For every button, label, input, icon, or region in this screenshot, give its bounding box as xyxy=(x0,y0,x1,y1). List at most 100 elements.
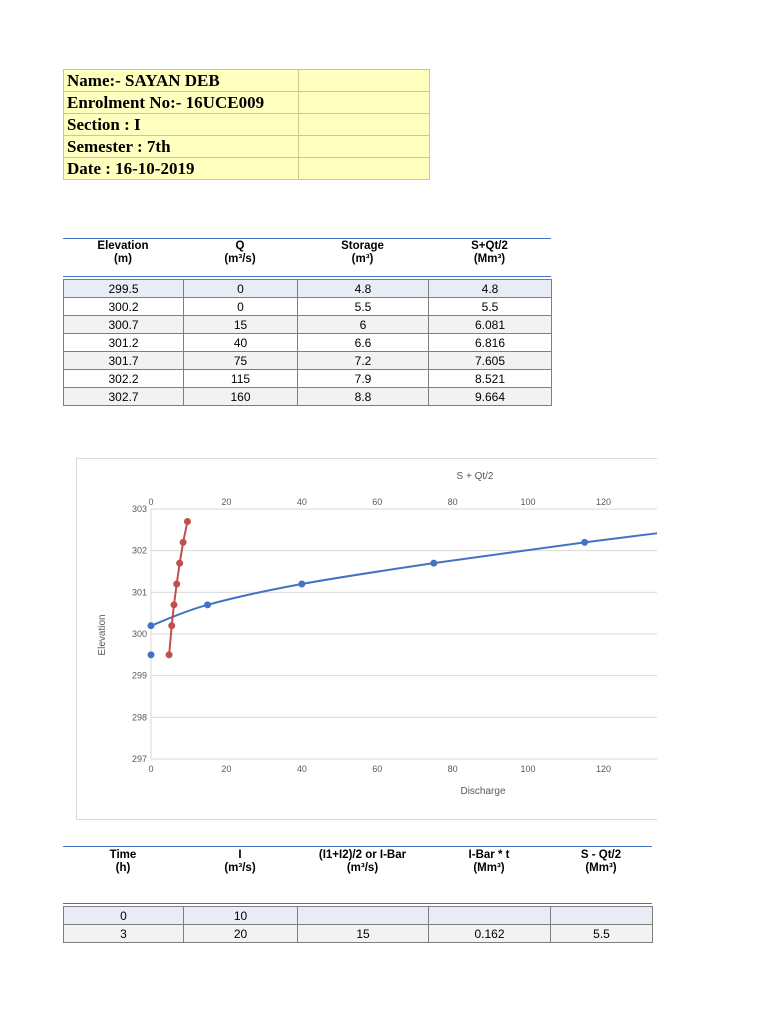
data-point xyxy=(430,559,438,567)
chart-title: S + Qt/2 xyxy=(457,471,494,482)
table1-body: 299.5 0 4.8 4.8 300.2 0 5.5 5.5 300.7 15… xyxy=(63,279,552,406)
table-row: 300.7 15 6 6.081 xyxy=(63,315,552,334)
table1-header-s-qt2: S+Qt/2 (Mm³) xyxy=(428,240,551,266)
table-row: 3 20 15 0.162 5.5 xyxy=(63,924,653,943)
header-line2: (h) xyxy=(115,862,131,874)
cell-i: 20 xyxy=(183,924,298,943)
cell-ibar-t: 0.162 xyxy=(428,924,551,943)
cell-s-qt2: 7.605 xyxy=(428,351,552,370)
header-line1: S - Qt/2 xyxy=(580,849,622,861)
table-row: 0 10 xyxy=(63,906,653,925)
date: Date : 16-10-2019 xyxy=(63,157,299,180)
x-tick-label: 60 xyxy=(372,764,382,774)
header-line2: (m³/s) xyxy=(224,253,256,265)
x2-tick-label: 100 xyxy=(521,497,536,507)
header-line1: I xyxy=(238,849,242,861)
x2-tick-label: 120 xyxy=(596,497,611,507)
header-line2: (m³) xyxy=(351,253,374,265)
x-tick-label: 20 xyxy=(221,764,231,774)
x2-tick-label: 40 xyxy=(297,497,307,507)
cell-q: 40 xyxy=(183,333,298,352)
header-line2: (Mm³) xyxy=(473,862,505,874)
data-point xyxy=(147,622,155,630)
x2-tick-label: 20 xyxy=(221,497,231,507)
y-tick-label: 301 xyxy=(132,587,147,597)
cell-q: 115 xyxy=(183,369,298,388)
info-cell-empty xyxy=(298,69,430,92)
table1-header: Elevation (m) Q (m³/s) Storage (m³) S+Qt… xyxy=(63,238,551,279)
data-point xyxy=(173,580,181,588)
data-point xyxy=(204,601,212,609)
data-point xyxy=(147,651,155,659)
x-axis-title: Discharge xyxy=(460,786,505,797)
cell-elevation: 301.2 xyxy=(63,333,184,352)
table2-header-s-qt2: S - Qt/2 (Mm³) xyxy=(550,849,652,875)
data-point xyxy=(168,622,176,630)
x-tick-label: 120 xyxy=(596,764,611,774)
data-point xyxy=(298,580,306,588)
cell-q: 160 xyxy=(183,387,298,406)
cell-elevation: 302.2 xyxy=(63,369,184,388)
cell-i: 10 xyxy=(183,906,298,925)
y-tick-label: 302 xyxy=(132,546,147,556)
cell-elevation: 300.2 xyxy=(63,297,184,316)
table-row: 302.2 115 7.9 8.521 xyxy=(63,369,552,388)
header-line1: Storage xyxy=(341,240,384,252)
header-line2: (Mm³) xyxy=(585,862,617,874)
cell-s-qt2: 9.664 xyxy=(428,387,552,406)
y-tick-label: 298 xyxy=(132,712,147,722)
data-point xyxy=(179,538,187,546)
table-row: 302.7 160 8.8 9.664 xyxy=(63,387,552,406)
cell-s-qt2: 4.8 xyxy=(428,279,552,298)
cell-storage: 7.2 xyxy=(297,351,429,370)
cell-storage: 4.8 xyxy=(297,279,429,298)
table2-header-ibar-t: I-Bar * t (Mm³) xyxy=(428,849,550,875)
cell-s-qt2: 5.5 xyxy=(428,297,552,316)
y-tick-label: 300 xyxy=(132,629,147,639)
section: Section : I xyxy=(63,113,299,136)
table-row: 299.5 0 4.8 4.8 xyxy=(63,279,552,298)
cell-s-qt2: 6.081 xyxy=(428,315,552,334)
cell-s-qt2 xyxy=(550,906,653,925)
y-tick-label: 297 xyxy=(132,754,147,764)
cell-time: 3 xyxy=(63,924,184,943)
series-line xyxy=(151,532,657,627)
x-tick-label: 100 xyxy=(521,764,536,774)
cell-ibar xyxy=(297,906,429,925)
x2-tick-label: 80 xyxy=(448,497,458,507)
header-line1: I-Bar * t xyxy=(468,849,510,861)
table-row: 300.2 0 5.5 5.5 xyxy=(63,297,552,316)
header-line2: (Mm³) xyxy=(473,253,506,265)
table1-header-elevation: Elevation (m) xyxy=(63,240,183,266)
data-point xyxy=(183,518,191,525)
data-point xyxy=(170,601,178,609)
header-line2: (m) xyxy=(114,253,132,265)
cell-q: 75 xyxy=(183,351,298,370)
cell-q: 0 xyxy=(183,297,298,316)
info-row: Enrolment No:- 16UCE009 xyxy=(63,91,430,114)
cell-storage: 7.9 xyxy=(297,369,429,388)
header-line1: Q xyxy=(235,240,245,252)
info-row: Semester : 7th xyxy=(63,135,430,158)
header-line1: (I1+I2)/2 or I-Bar xyxy=(318,849,407,861)
table-row: 301.2 40 6.6 6.816 xyxy=(63,333,552,352)
cell-storage: 6.6 xyxy=(297,333,429,352)
table1-header-q: Q (m³/s) xyxy=(183,240,297,266)
student-name: Name:- SAYAN DEB xyxy=(63,69,299,92)
info-row: Name:- SAYAN DEB xyxy=(63,69,430,92)
info-cell-empty xyxy=(298,135,430,158)
cell-storage: 6 xyxy=(297,315,429,334)
info-cell-empty xyxy=(298,157,430,180)
table2-body: 0 10 3 20 15 0.162 5.5 xyxy=(63,906,653,943)
info-cell-empty xyxy=(298,113,430,136)
y-tick-label: 299 xyxy=(132,671,147,681)
x2-tick-label: 0 xyxy=(148,497,153,507)
x2-tick-label: 60 xyxy=(372,497,382,507)
enrolment-number: Enrolment No:- 16UCE009 xyxy=(63,91,299,114)
info-row: Section : I xyxy=(63,113,430,136)
semester: Semester : 7th xyxy=(63,135,299,158)
header-line1: S+Qt/2 xyxy=(471,240,508,252)
header-line2: (m³/s) xyxy=(224,862,256,874)
cell-s-qt2: 5.5 xyxy=(550,924,653,943)
cell-q: 15 xyxy=(183,315,298,334)
